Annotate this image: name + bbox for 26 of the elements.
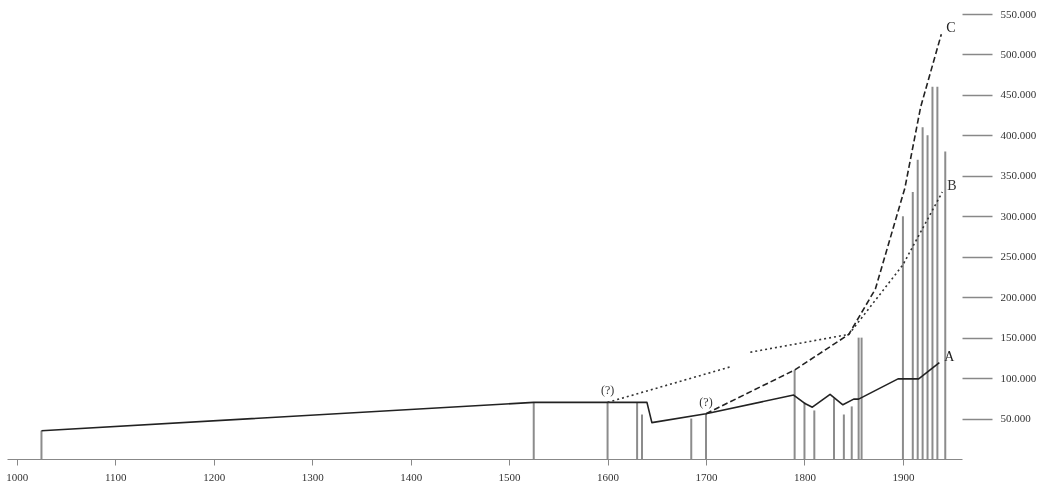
x-tick-label: 1600 — [597, 470, 620, 483]
x-tick-label: 1400 — [400, 470, 423, 483]
series-label: C — [946, 20, 956, 36]
y-tick-label: 250.000 — [1000, 250, 1037, 263]
y-tick-label: 150.000 — [1000, 331, 1037, 344]
x-tick-label: 1300 — [301, 470, 325, 483]
x-tick-label: 1500 — [498, 470, 522, 483]
series-label: B — [947, 178, 957, 193]
y-tick-label: 350.000 — [1000, 169, 1037, 182]
y-tick-label: 400.000 — [1000, 128, 1037, 141]
y-tick-label: 200.000 — [1000, 290, 1037, 303]
x-tick-label: 1200 — [203, 470, 226, 483]
series-label: A — [944, 348, 956, 364]
y-tick-label: 450.000 — [1000, 88, 1037, 101]
y-tick-label: 300.000 — [1000, 209, 1037, 222]
x-tick-label: 1100 — [105, 470, 128, 483]
x-tick-label: 1700 — [695, 470, 719, 483]
y-tick-label: 500.000 — [1000, 47, 1037, 60]
annotation: (?) — [699, 394, 713, 409]
x-tick-label: 1800 — [793, 470, 817, 483]
y-tick-label: 50.000 — [1000, 412, 1032, 425]
annotation: (?) — [600, 383, 615, 398]
x-tick-label: 1900 — [892, 470, 915, 483]
y-tick-label: 550.000 — [1000, 7, 1037, 20]
y-tick-label: 100.000 — [1000, 371, 1037, 384]
x-tick-label: 1000 — [6, 470, 29, 483]
